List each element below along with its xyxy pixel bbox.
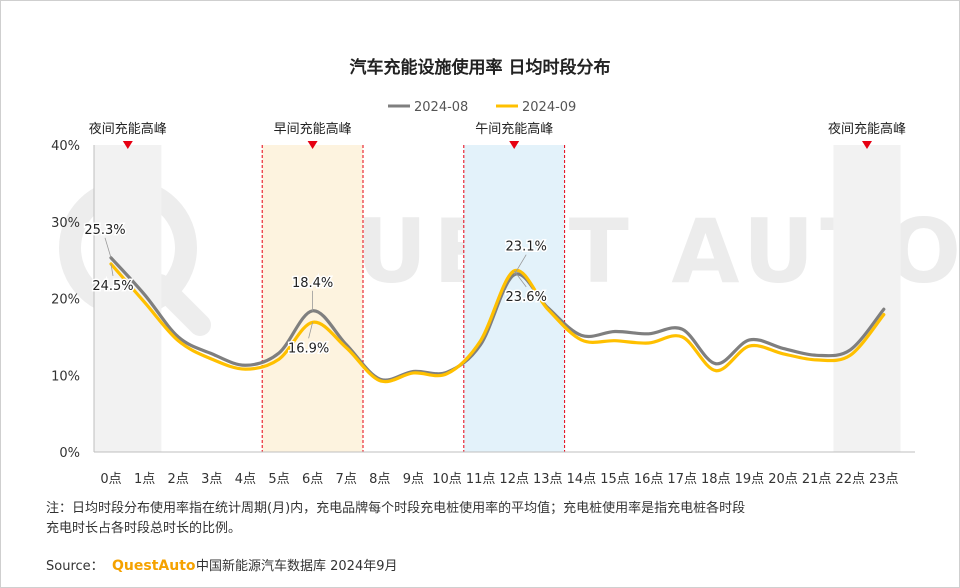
x-tick-label: 18点 [701, 472, 731, 487]
footnote-line-1: 注：日均时段分布使用率指在统计周期(月)内，充电品牌每个时段充电桩使用率的平均值… [46, 500, 745, 516]
footnote-line-2: 充电时长占各时段总时长的比例。 [46, 520, 241, 536]
x-tick-label: 1点 [134, 472, 155, 487]
data-label-leader [513, 270, 527, 288]
x-tick-label: 5点 [268, 472, 289, 487]
chart-title: 汽车充能设施使用率 日均时段分布 [350, 57, 611, 78]
y-tick-label: 20% [51, 293, 80, 308]
peak-annotation-label: 早间充能高峰 [274, 121, 352, 137]
data-label: 24.5% [92, 279, 133, 294]
x-tick-label: 9点 [403, 472, 424, 487]
highlight-band [463, 145, 565, 452]
data-label-leader [110, 263, 114, 277]
x-tick-label: 13点 [533, 472, 563, 487]
data-label: 25.3% [84, 223, 125, 238]
peak-annotation-label: 夜间充能高峰 [89, 121, 167, 137]
peak-marker-icon [122, 141, 133, 149]
x-tick-label: 12点 [499, 472, 529, 487]
x-tick-label: 14点 [567, 472, 597, 487]
data-label-leader [308, 322, 313, 339]
x-tick-label: 8点 [369, 472, 390, 487]
data-label: 18.4% [292, 276, 333, 291]
data-label: 23.6% [506, 290, 547, 305]
legend-label: 2024-09 [522, 100, 576, 115]
x-tick-label: 6点 [302, 472, 323, 487]
watermark-logo-tail-icon [149, 274, 211, 336]
x-tick-label: 20点 [768, 472, 798, 487]
series-line-2024-09 [109, 262, 886, 384]
peak-marker-icon [862, 141, 872, 149]
highlight-band [94, 145, 162, 452]
x-tick-label: 16点 [634, 472, 664, 487]
data-label: 23.1% [506, 240, 547, 255]
x-tick-label: 15点 [600, 472, 630, 487]
x-tick-label: 4点 [235, 472, 256, 487]
y-tick-label: 10% [51, 369, 80, 384]
legend-label: 2024-08 [414, 100, 468, 115]
x-tick-label: 10点 [432, 472, 462, 487]
highlight-band [833, 145, 901, 452]
peak-marker-icon [307, 141, 318, 149]
x-tick-label: 0点 [100, 472, 121, 487]
y-tick-label: 0% [59, 446, 80, 461]
x-tick-label: 22点 [835, 472, 865, 487]
data-label-leader [513, 254, 527, 275]
x-tick-label: 11点 [466, 472, 496, 487]
x-tick-label: 3点 [201, 472, 222, 487]
data-label-leader [104, 237, 112, 258]
y-tick-label: 30% [51, 216, 80, 231]
x-tick-label: 7点 [336, 472, 357, 487]
source-prefix: Source： [46, 559, 104, 574]
peak-annotation-label: 午间充能高峰 [475, 121, 553, 137]
peak-marker-icon [509, 141, 520, 149]
x-tick-label: 19点 [735, 472, 765, 487]
x-tick-label: 17点 [667, 472, 697, 487]
source-brand: QuestAuto [112, 558, 196, 574]
x-tick-label: 23点 [869, 472, 899, 487]
x-tick-label: 2点 [168, 472, 189, 487]
peak-annotation-label: 夜间充能高峰 [828, 121, 906, 137]
y-tick-label: 40% [51, 139, 80, 154]
source-text: 中国新能源汽车数据库 2024年9月 [196, 558, 398, 574]
x-tick-label: 21点 [802, 472, 832, 487]
data-label: 16.9% [288, 341, 329, 356]
